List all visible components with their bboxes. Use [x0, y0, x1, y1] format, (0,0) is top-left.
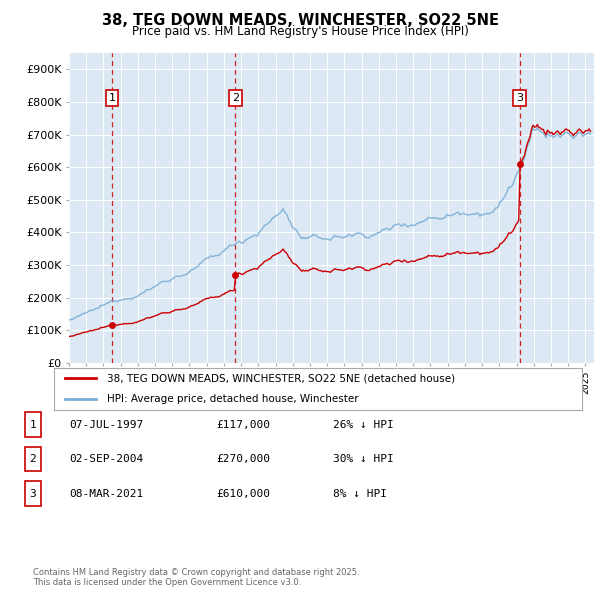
- Text: 1: 1: [29, 420, 37, 430]
- Text: £610,000: £610,000: [216, 489, 270, 499]
- Text: 38, TEG DOWN MEADS, WINCHESTER, SO22 5NE (detached house): 38, TEG DOWN MEADS, WINCHESTER, SO22 5NE…: [107, 373, 455, 383]
- Text: 8% ↓ HPI: 8% ↓ HPI: [333, 489, 387, 499]
- Text: HPI: Average price, detached house, Winchester: HPI: Average price, detached house, Winc…: [107, 395, 358, 404]
- Text: 1: 1: [109, 93, 116, 103]
- Text: 02-SEP-2004: 02-SEP-2004: [69, 454, 143, 464]
- Text: 3: 3: [516, 93, 523, 103]
- Text: £117,000: £117,000: [216, 420, 270, 430]
- Text: Contains HM Land Registry data © Crown copyright and database right 2025.
This d: Contains HM Land Registry data © Crown c…: [33, 568, 359, 587]
- Text: 3: 3: [29, 489, 37, 499]
- Text: 2: 2: [232, 93, 239, 103]
- Text: Price paid vs. HM Land Registry's House Price Index (HPI): Price paid vs. HM Land Registry's House …: [131, 25, 469, 38]
- Text: 30% ↓ HPI: 30% ↓ HPI: [333, 454, 394, 464]
- Text: 26% ↓ HPI: 26% ↓ HPI: [333, 420, 394, 430]
- Text: 08-MAR-2021: 08-MAR-2021: [69, 489, 143, 499]
- Text: 2: 2: [29, 454, 37, 464]
- Text: 07-JUL-1997: 07-JUL-1997: [69, 420, 143, 430]
- Text: £270,000: £270,000: [216, 454, 270, 464]
- Text: 38, TEG DOWN MEADS, WINCHESTER, SO22 5NE: 38, TEG DOWN MEADS, WINCHESTER, SO22 5NE: [101, 13, 499, 28]
